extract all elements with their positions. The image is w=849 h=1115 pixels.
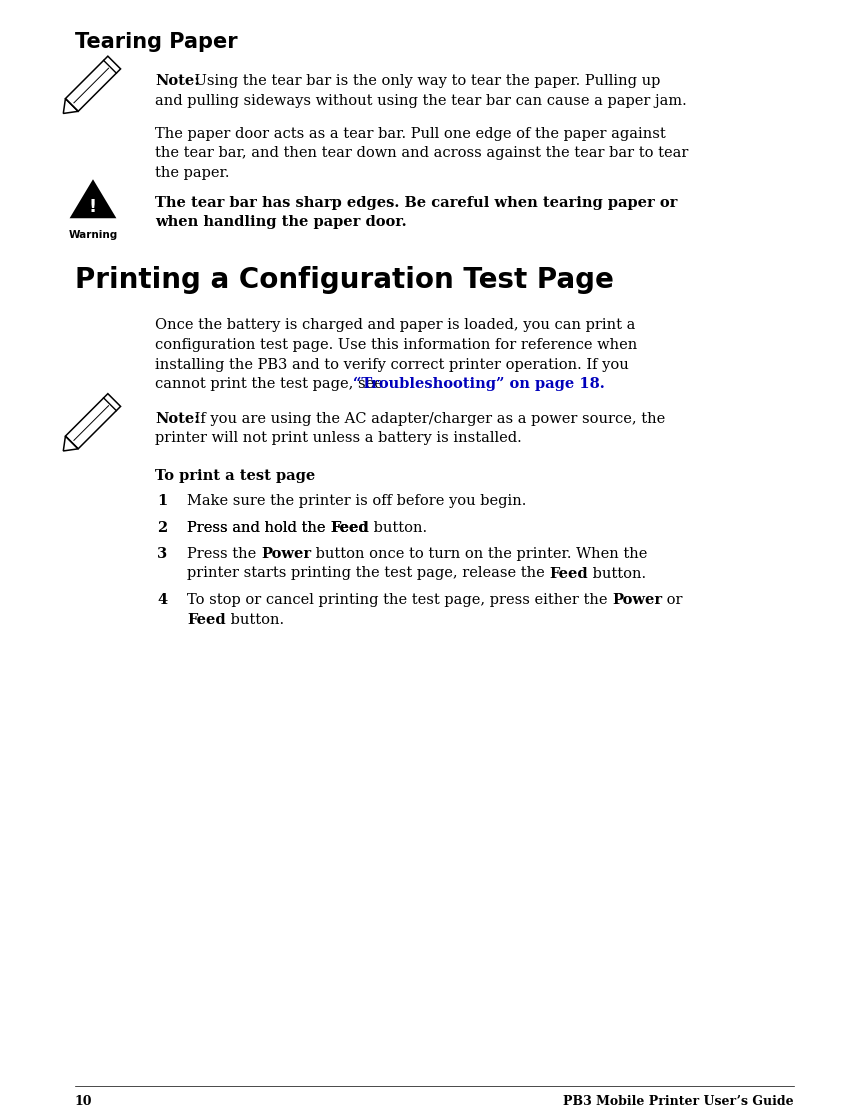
Text: Feed: Feed <box>549 566 588 581</box>
Text: Feed: Feed <box>330 521 368 534</box>
Text: when handling the paper door.: when handling the paper door. <box>155 215 407 229</box>
Text: Make sure the printer is off before you begin.: Make sure the printer is off before you … <box>187 494 526 508</box>
Text: To print a test page: To print a test page <box>155 468 315 483</box>
Text: If you are using the AC adapter/charger as a power source, the: If you are using the AC adapter/charger … <box>190 411 666 426</box>
Text: Warning: Warning <box>69 231 118 240</box>
Text: Power: Power <box>612 593 662 607</box>
Text: Using the tear bar is the only way to tear the paper. Pulling up: Using the tear bar is the only way to te… <box>190 74 661 88</box>
Text: Tearing Paper: Tearing Paper <box>75 32 238 52</box>
Text: button once to turn on the printer. When the: button once to turn on the printer. When… <box>311 547 648 561</box>
Text: Once the battery is charged and paper is loaded, you can print a: Once the battery is charged and paper is… <box>155 319 635 332</box>
Text: the paper.: the paper. <box>155 166 229 180</box>
Text: PB3 Mobile Printer User’s Guide: PB3 Mobile Printer User’s Guide <box>564 1095 794 1108</box>
Text: Power: Power <box>261 547 311 561</box>
Text: !: ! <box>89 197 97 215</box>
Text: The tear bar has sharp edges. Be careful when tearing paper or: The tear bar has sharp edges. Be careful… <box>155 195 678 210</box>
Text: printer starts printing the test page, release the: printer starts printing the test page, r… <box>187 566 549 581</box>
Text: the tear bar, and then tear down and across against the tear bar to tear: the tear bar, and then tear down and acr… <box>155 146 689 161</box>
Text: button.: button. <box>226 612 284 627</box>
Text: Printing a Configuration Test Page: Printing a Configuration Test Page <box>75 266 614 294</box>
Text: configuration test page. Use this information for reference when: configuration test page. Use this inform… <box>155 338 638 352</box>
Text: Feed: Feed <box>187 612 226 627</box>
Text: 10: 10 <box>75 1095 93 1108</box>
Text: Note:: Note: <box>155 74 200 88</box>
Text: 4: 4 <box>157 593 167 607</box>
Text: Press the: Press the <box>187 547 261 561</box>
Text: and pulling sideways without using the tear bar can cause a paper jam.: and pulling sideways without using the t… <box>155 94 687 107</box>
Text: 3: 3 <box>157 547 167 561</box>
Text: printer will not print unless a battery is installed.: printer will not print unless a battery … <box>155 432 522 445</box>
Text: The paper door acts as a tear bar. Pull one edge of the paper against: The paper door acts as a tear bar. Pull … <box>155 127 666 140</box>
Text: 2: 2 <box>157 521 167 534</box>
Text: button.: button. <box>588 566 646 581</box>
Text: 1: 1 <box>157 494 167 508</box>
Text: “Troubleshooting” on page 18.: “Troubleshooting” on page 18. <box>353 377 605 391</box>
Text: Press and hold the: Press and hold the <box>187 521 330 534</box>
Text: Feed: Feed <box>330 521 368 534</box>
Text: To stop or cancel printing the test page, press either the: To stop or cancel printing the test page… <box>187 593 612 607</box>
Text: Press and hold the: Press and hold the <box>187 521 330 534</box>
Text: or: or <box>662 593 683 607</box>
Text: Note:: Note: <box>155 411 200 426</box>
Text: button.: button. <box>368 521 427 534</box>
Text: cannot print the test page, see: cannot print the test page, see <box>155 377 387 391</box>
Text: installing the PB3 and to verify correct printer operation. If you: installing the PB3 and to verify correct… <box>155 358 629 371</box>
Polygon shape <box>70 180 116 219</box>
